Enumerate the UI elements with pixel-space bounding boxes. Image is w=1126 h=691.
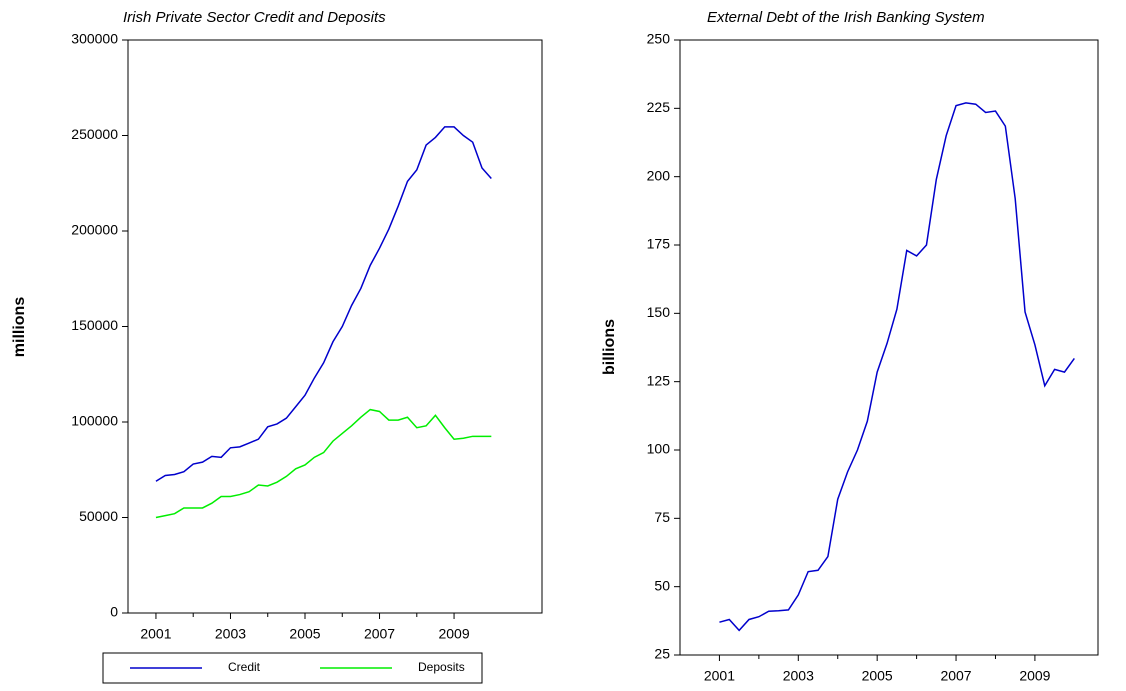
chart-title: Irish Private Sector Credit and Deposits [123,9,386,26]
y-tick-label: 250000 [71,126,118,142]
y-tick-label: 200000 [71,222,118,238]
y-tick-label: 250 [647,31,671,47]
x-tick-label: 2007 [364,626,395,642]
chart-title: External Debt of the Irish Banking Syste… [707,9,985,26]
y-tick-label: 150 [647,304,671,320]
x-tick-label: 2005 [289,626,320,642]
x-tick-label: 2001 [140,626,171,642]
y-tick-label: 100 [647,441,671,457]
legend-label: Deposits [418,660,465,674]
x-tick-label: 2003 [215,626,246,642]
y-tick-label: 175 [647,236,671,252]
y-axis-label: millions [11,297,28,358]
y-tick-label: 150000 [71,317,118,333]
x-tick-label: 2009 [1019,668,1050,684]
legend-box [102,652,483,684]
x-tick-label: 2007 [940,668,971,684]
data-line [155,126,492,482]
y-tick-label: 50 [654,577,670,593]
plot-frame [127,39,543,614]
y-tick-label: 0 [110,604,118,620]
plot-frame [679,39,1099,656]
y-tick-label: 100000 [71,413,118,429]
y-tick-label: 200 [647,167,671,183]
legend-label: Credit [228,660,261,674]
y-tick-label: 300000 [71,31,118,47]
x-tick-label: 2009 [438,626,469,642]
y-tick-label: 25 [654,646,670,662]
x-tick-label: 2003 [783,668,814,684]
y-tick-label: 50000 [79,508,118,524]
y-tick-label: 75 [654,509,670,525]
x-tick-label: 2001 [704,668,735,684]
y-tick-label: 125 [647,372,671,388]
data-line [155,408,492,519]
data-line [719,102,1075,632]
x-tick-label: 2005 [862,668,893,684]
y-tick-label: 225 [647,99,671,115]
y-axis-label: billions [601,319,618,375]
